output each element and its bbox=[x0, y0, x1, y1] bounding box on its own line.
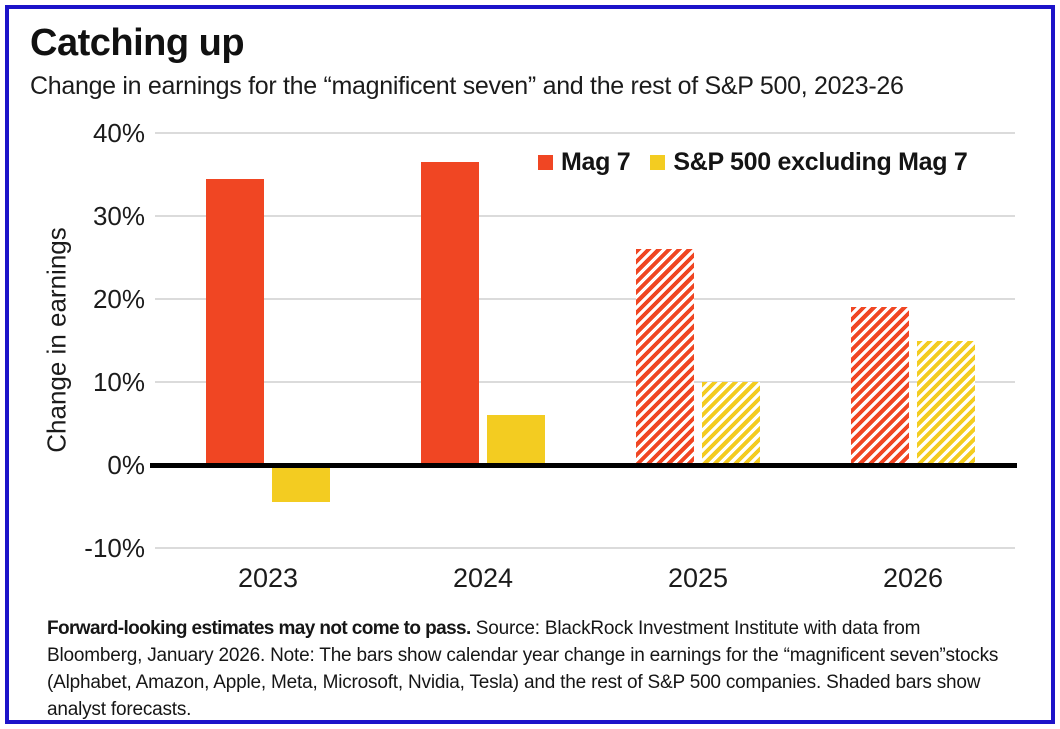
x-tick-2026: 2026 bbox=[882, 563, 944, 593]
chart-title: Catching up bbox=[30, 22, 245, 64]
chart-legend: Mag 7 S&P 500 excluding Mag 7 bbox=[538, 148, 968, 177]
y-tick-40%: 40% bbox=[92, 118, 145, 148]
y-tick-0%: 0% bbox=[107, 450, 145, 480]
bar-sp500-ex-mag7-2025-forecast bbox=[702, 382, 760, 465]
legend-swatch-mag7 bbox=[538, 155, 553, 170]
bar-mag7-2023 bbox=[206, 178, 264, 465]
gridline-40pct bbox=[155, 132, 1015, 134]
gridline-10pct bbox=[155, 381, 1015, 383]
footnote-disclaimer: Forward-looking estimates may not come t… bbox=[47, 618, 471, 639]
gridline-30pct bbox=[155, 215, 1015, 217]
legend-label-sp500-ex-mag7: S&P 500 excluding Mag 7 bbox=[673, 148, 968, 176]
gridline--10pct bbox=[155, 547, 1015, 549]
y-tick--10%: -10% bbox=[84, 533, 145, 563]
legend-swatch-sp500-ex-mag7 bbox=[650, 155, 666, 170]
bar-mag7-2026-forecast bbox=[851, 307, 909, 465]
y-tick-30%: 30% bbox=[92, 201, 145, 231]
bar-sp500-ex-mag7-2024 bbox=[487, 415, 545, 465]
legend-item-sp500-ex-mag7: S&P 500 excluding Mag 7 bbox=[650, 148, 968, 177]
chart-subtitle: Change in earnings for the “magnificent … bbox=[30, 72, 904, 100]
bar-sp500-ex-mag7-2023 bbox=[272, 465, 330, 503]
x-tick-2025: 2025 bbox=[667, 563, 729, 593]
y-tick-20%: 20% bbox=[92, 284, 145, 314]
gridline-20pct bbox=[155, 298, 1015, 300]
bar-sp500-ex-mag7-2026-forecast bbox=[917, 340, 975, 465]
y-tick-10%: 10% bbox=[92, 367, 145, 397]
footnote-source-note: Source: BlackRock Investment Institute w… bbox=[47, 618, 999, 720]
legend-item-mag7: Mag 7 bbox=[538, 148, 631, 177]
x-tick-2024: 2024 bbox=[452, 563, 514, 593]
zero-axis-line bbox=[150, 462, 1017, 468]
legend-label-mag7: Mag 7 bbox=[561, 148, 631, 176]
bar-mag7-2025-forecast bbox=[636, 249, 694, 465]
footnote: Forward-looking estimates may not come t… bbox=[47, 615, 1017, 723]
bar-mag7-2024 bbox=[421, 162, 479, 465]
x-tick-2023: 2023 bbox=[237, 563, 299, 593]
